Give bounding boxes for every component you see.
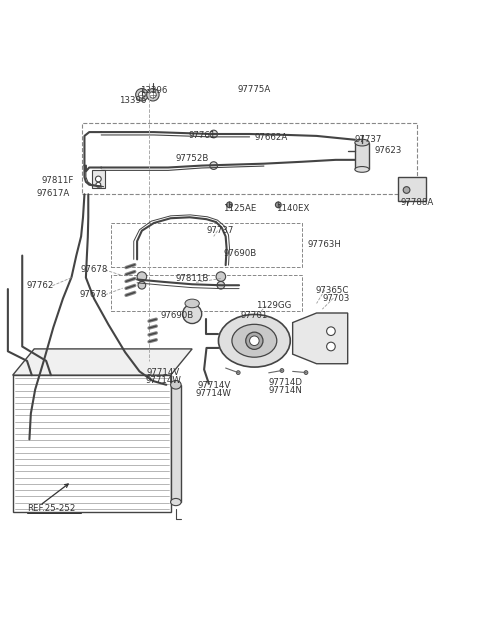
Circle shape (182, 304, 202, 324)
Text: 97703: 97703 (322, 294, 349, 302)
Circle shape (326, 327, 335, 336)
Circle shape (276, 202, 281, 208)
Text: 97617A: 97617A (36, 189, 70, 198)
Text: 97690B: 97690B (223, 249, 257, 258)
Circle shape (210, 130, 217, 138)
Text: 1140EX: 1140EX (276, 204, 309, 213)
Circle shape (236, 371, 240, 374)
Text: 13396: 13396 (140, 86, 168, 95)
Text: 97678: 97678 (79, 290, 107, 299)
Circle shape (326, 342, 335, 351)
Circle shape (147, 88, 159, 101)
Circle shape (210, 162, 217, 170)
Bar (82, 123, 417, 194)
Bar (170, 385, 181, 502)
Text: 97737: 97737 (355, 135, 382, 144)
Text: 97811F: 97811F (42, 177, 74, 185)
Text: 97701: 97701 (240, 311, 268, 321)
Circle shape (139, 91, 145, 98)
Ellipse shape (170, 381, 181, 389)
Circle shape (403, 187, 410, 193)
Text: 97775A: 97775A (238, 85, 271, 93)
Text: 97365C: 97365C (316, 285, 349, 294)
Polygon shape (293, 313, 348, 364)
Text: REF.25-252: REF.25-252 (27, 504, 75, 513)
Circle shape (217, 282, 225, 289)
Circle shape (137, 272, 147, 282)
Text: 97678: 97678 (80, 265, 108, 274)
Circle shape (304, 371, 308, 374)
Ellipse shape (218, 314, 290, 367)
Circle shape (246, 332, 263, 349)
Circle shape (280, 369, 284, 372)
Text: 97788A: 97788A (400, 198, 434, 207)
Text: 97714V: 97714V (147, 368, 180, 377)
Text: 1129GG: 1129GG (256, 301, 291, 310)
Bar (111, 275, 302, 310)
Circle shape (138, 282, 146, 289)
Circle shape (250, 336, 259, 346)
Circle shape (96, 176, 101, 182)
Bar (355, 143, 369, 170)
Text: 97662A: 97662A (254, 133, 288, 142)
Text: 97752B: 97752B (176, 155, 209, 163)
Circle shape (136, 88, 148, 101)
Bar (12, 375, 170, 511)
Text: 97714N: 97714N (268, 386, 302, 395)
Polygon shape (12, 349, 192, 375)
Text: 97690B: 97690B (160, 311, 193, 321)
Circle shape (227, 202, 232, 208)
Text: 97763H: 97763H (307, 240, 341, 249)
Ellipse shape (232, 324, 277, 357)
Text: 97714V: 97714V (197, 381, 230, 390)
Text: 97714W: 97714W (196, 389, 232, 398)
Text: 97762: 97762 (26, 281, 54, 290)
Text: 97714D: 97714D (268, 378, 302, 387)
Text: 13396: 13396 (119, 96, 146, 105)
Bar (92, 170, 105, 188)
Ellipse shape (355, 167, 369, 172)
Ellipse shape (355, 139, 369, 146)
Bar (111, 223, 302, 267)
Text: 97623: 97623 (375, 146, 402, 155)
Text: 97714W: 97714W (145, 376, 181, 386)
Circle shape (96, 182, 101, 187)
Text: 97761: 97761 (188, 131, 216, 140)
Text: 1125AE: 1125AE (223, 204, 257, 213)
Ellipse shape (170, 498, 181, 506)
Text: 97737: 97737 (206, 226, 234, 235)
Bar (398, 177, 426, 200)
Circle shape (216, 272, 226, 282)
Text: 97811B: 97811B (176, 274, 209, 283)
Circle shape (150, 91, 156, 98)
Ellipse shape (185, 299, 199, 308)
